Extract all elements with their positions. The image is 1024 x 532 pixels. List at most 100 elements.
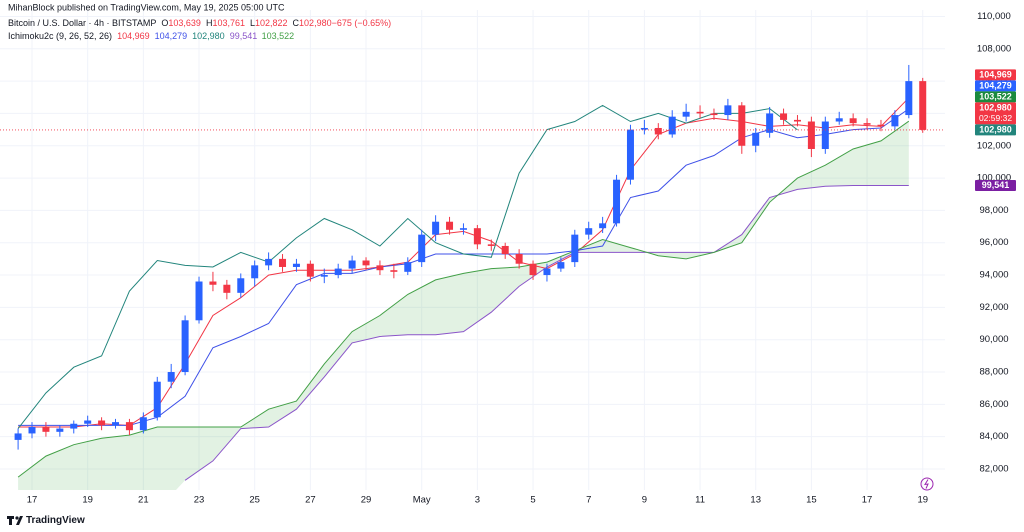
cloud xyxy=(18,121,909,490)
candle-body xyxy=(766,113,774,133)
candle-body xyxy=(14,433,22,440)
y-tick-label: 100,000 xyxy=(977,173,1011,184)
price-tag-label: 104,969 xyxy=(979,70,1012,80)
candle-body xyxy=(251,265,259,279)
candle-body xyxy=(418,234,426,263)
price-tag-label: 99,541 xyxy=(982,180,1010,190)
x-tick-label: 27 xyxy=(305,495,316,506)
ohlc-value: 102,980 xyxy=(299,18,332,28)
x-tick-label: 15 xyxy=(806,495,817,506)
y-tick-label: 98,000 xyxy=(979,205,1008,216)
candle-body xyxy=(292,263,300,267)
ohlc-key: H xyxy=(206,18,213,28)
x-tick-label: 3 xyxy=(475,495,480,506)
candle-body xyxy=(835,118,843,122)
x-tick-label: 29 xyxy=(361,495,372,506)
candle-body xyxy=(668,116,676,135)
candle-body xyxy=(70,423,78,429)
x-tick-label: 5 xyxy=(530,495,535,506)
price-tag-label: 104,279 xyxy=(979,81,1012,91)
x-tick-label: 19 xyxy=(82,495,93,506)
indicator-value: 103,522 xyxy=(262,31,295,41)
y-tick-label: 90,000 xyxy=(979,334,1008,345)
indicator-value: 104,279 xyxy=(155,31,188,41)
indicator-name: Ichimoku2c (9, 26, 52, 26) xyxy=(8,31,112,41)
candle-body xyxy=(905,81,913,116)
x-tick-label: 23 xyxy=(194,495,205,506)
candle-body xyxy=(348,260,356,269)
candle-body xyxy=(112,422,120,426)
price-tag-label: 102,980 xyxy=(979,103,1012,113)
y-tick-label: 86,000 xyxy=(979,399,1008,410)
candle-body xyxy=(404,262,412,272)
candle-body xyxy=(237,278,245,293)
candle-body xyxy=(167,372,175,382)
candle-body xyxy=(446,221,454,230)
ohlc-value: 102,822 xyxy=(255,18,288,28)
candle-body xyxy=(181,320,189,373)
x-tick-label: May xyxy=(413,495,431,506)
candle-body xyxy=(153,381,161,418)
price-tag xyxy=(975,80,1016,92)
candle-body xyxy=(390,270,398,272)
candle-body xyxy=(696,111,704,114)
candle-body xyxy=(640,127,648,130)
brand-logo xyxy=(7,516,23,525)
y-tick-label: 92,000 xyxy=(979,302,1008,313)
candle-body xyxy=(626,129,634,180)
candle-body xyxy=(821,121,829,149)
indicator-line xyxy=(18,97,910,428)
candle-body xyxy=(571,234,579,263)
candle-body xyxy=(223,284,231,293)
x-tick-label: 17 xyxy=(862,495,873,506)
grid xyxy=(0,10,945,490)
candle-body xyxy=(334,268,342,276)
x-tick-label: 9 xyxy=(642,495,647,506)
candle-body xyxy=(863,123,871,125)
y-tick-label: 84,000 xyxy=(979,431,1008,442)
ohlc-key: C xyxy=(293,18,300,28)
y-tick-label: 110,000 xyxy=(977,11,1011,22)
candle-body xyxy=(543,268,551,276)
candle-body xyxy=(710,113,718,116)
price-tag xyxy=(975,102,1016,125)
ohlc-value: 103,639 xyxy=(168,18,201,28)
countdown: 02:59:32 xyxy=(979,113,1012,123)
price-tag xyxy=(975,124,1016,136)
candle-body xyxy=(320,275,328,277)
price-tag xyxy=(975,69,1016,81)
ohlc-key: O xyxy=(161,18,168,28)
y-tick-label: 82,000 xyxy=(979,464,1008,475)
ohlc-value: −675 (−0.65%) xyxy=(332,18,392,28)
candle-body xyxy=(56,428,64,432)
candle-body xyxy=(529,263,537,276)
candle-body xyxy=(807,121,815,149)
candle-body xyxy=(139,417,147,431)
replay-icon xyxy=(920,477,934,491)
x-tick-label: 19 xyxy=(917,495,928,506)
indicator-line xyxy=(17,104,798,429)
candle-body xyxy=(42,426,50,432)
indicator-value: 104,969 xyxy=(117,31,150,41)
y-tick-label: 96,000 xyxy=(979,237,1008,248)
candle-body xyxy=(432,221,440,235)
candle-body xyxy=(654,127,662,135)
candle-body xyxy=(125,422,133,431)
ohlc-value: 103,761 xyxy=(212,18,245,28)
candle-body xyxy=(724,105,732,116)
candle-body xyxy=(919,81,927,130)
candle-body xyxy=(793,119,801,122)
candle-body xyxy=(557,262,565,269)
price-tag-label: 103,522 xyxy=(979,92,1012,102)
indicator-line xyxy=(17,120,910,478)
candle-body xyxy=(84,420,92,424)
axes: 82,000 84,000 86,000 88,000 90,000 92,000 94,0… xyxy=(27,11,1016,506)
published-line: MihanBlock published on TradingView.com,… xyxy=(8,2,285,12)
y-tick-label: 94,000 xyxy=(979,270,1008,281)
candle-body xyxy=(279,258,287,267)
y-tick-label: 108,000 xyxy=(977,43,1011,54)
indicator-legend: Ichimoku2c (9, 26, 52, 26) 104,969 104,279… xyxy=(8,31,294,41)
plot-area xyxy=(0,64,945,490)
